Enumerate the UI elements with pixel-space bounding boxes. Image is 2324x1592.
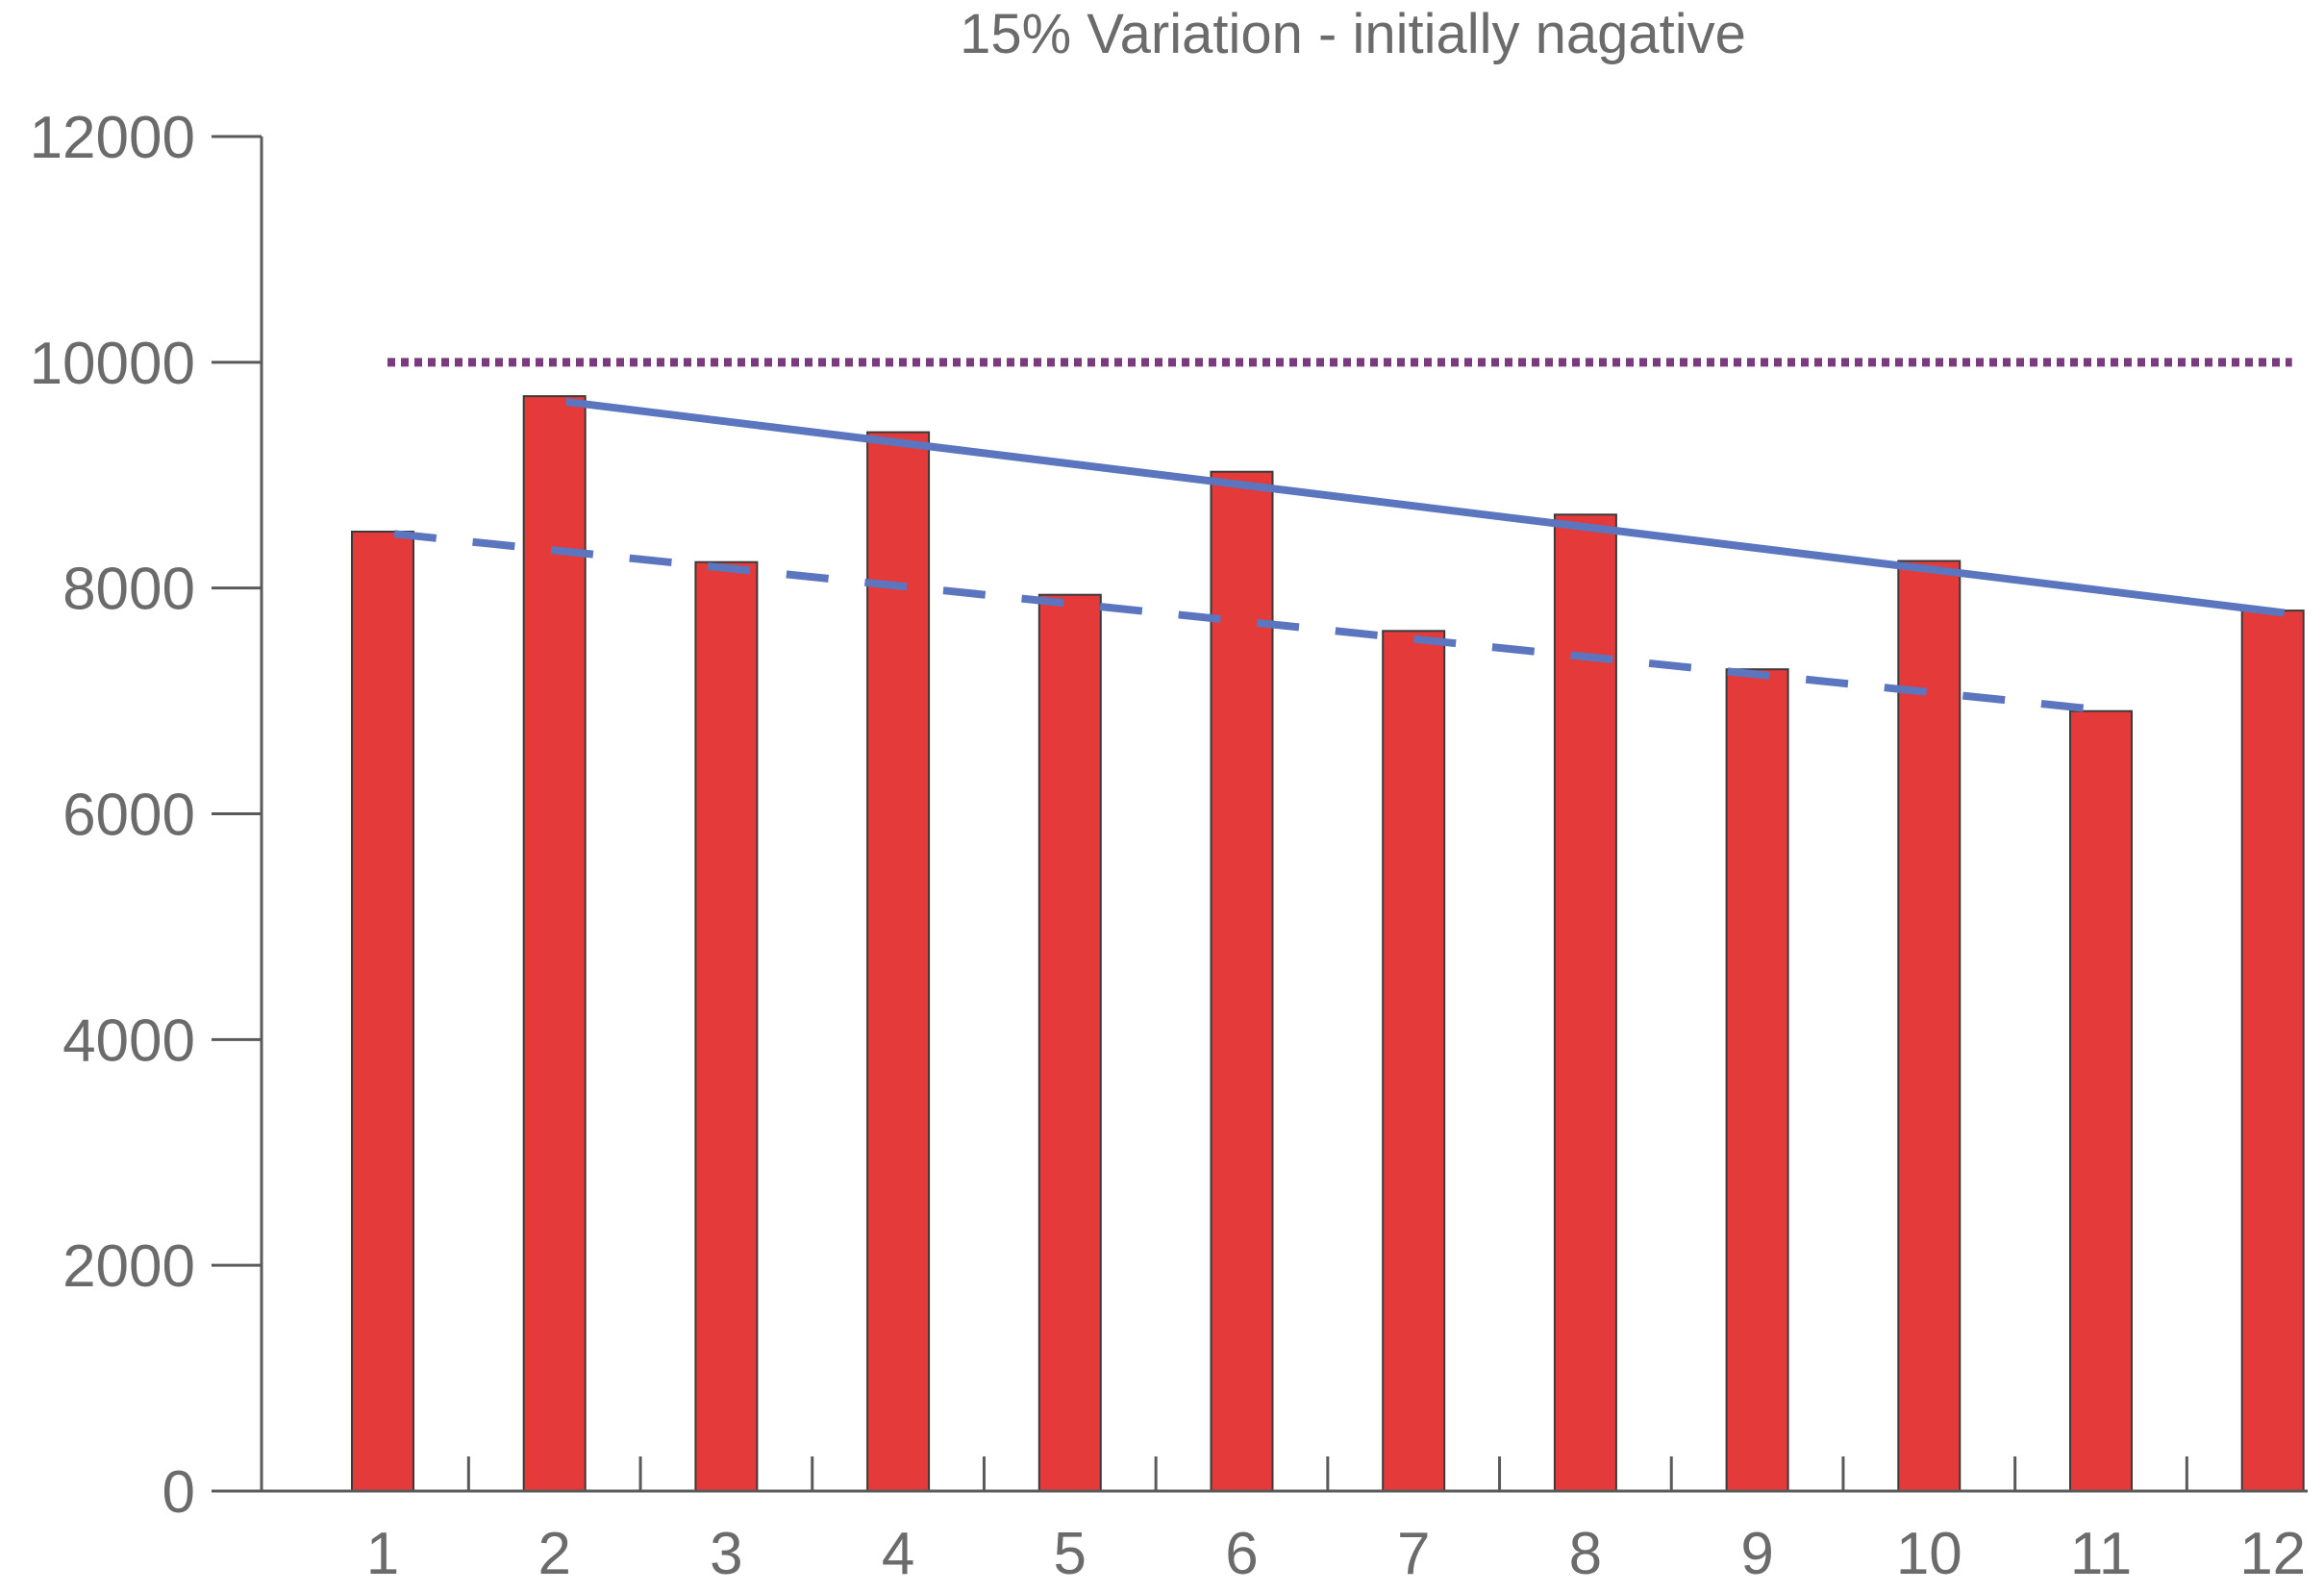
x-tick-label: 10 [1896,1521,1962,1587]
bar-5 [1037,593,1102,1492]
x-tick-label: 8 [1569,1521,1602,1587]
y-tick-label: 4000 [62,1007,195,1074]
y-tick-label: 10000 [30,331,195,397]
chart-title: 15% Variation - initially nagative [960,3,1746,65]
bar-10 [1897,560,1962,1492]
bar-3 [694,560,759,1492]
bar-7 [1382,630,1446,1492]
y-tick-label: 12000 [30,105,195,171]
x-tick-label: 5 [1054,1521,1087,1587]
x-tick-label: 3 [710,1521,742,1587]
bar-1 [351,531,414,1492]
trend-line-dashed [393,530,2113,715]
bar-2 [522,395,587,1493]
x-tick-label: 7 [1397,1521,1430,1587]
trend-line-solid [565,397,2286,617]
y-tick-label: 8000 [62,557,195,623]
x-tick-label: 9 [1740,1521,1773,1587]
trend-lines-layer [393,397,2286,715]
x-tick-label: 11 [2070,1521,2132,1587]
x-tick-label: 12 [2239,1521,2306,1587]
bar-9 [1725,668,1789,1492]
bar-12 [2240,609,2305,1492]
bar-4 [866,431,931,1493]
axes-layer [212,135,2308,1493]
x-tick-label: 2 [537,1521,570,1587]
x-tick-label: 6 [1225,1521,1258,1587]
y-tick-label: 6000 [62,783,195,849]
bar-6 [1210,470,1274,1493]
x-tick-label: 1 [366,1521,399,1587]
bars-layer [351,395,2305,1493]
x-tick-label: 4 [882,1521,914,1587]
y-tick-label: 0 [162,1459,195,1526]
bar-11 [2069,709,2133,1492]
bar-8 [1553,513,1617,1492]
y-tick-label: 2000 [62,1233,195,1300]
